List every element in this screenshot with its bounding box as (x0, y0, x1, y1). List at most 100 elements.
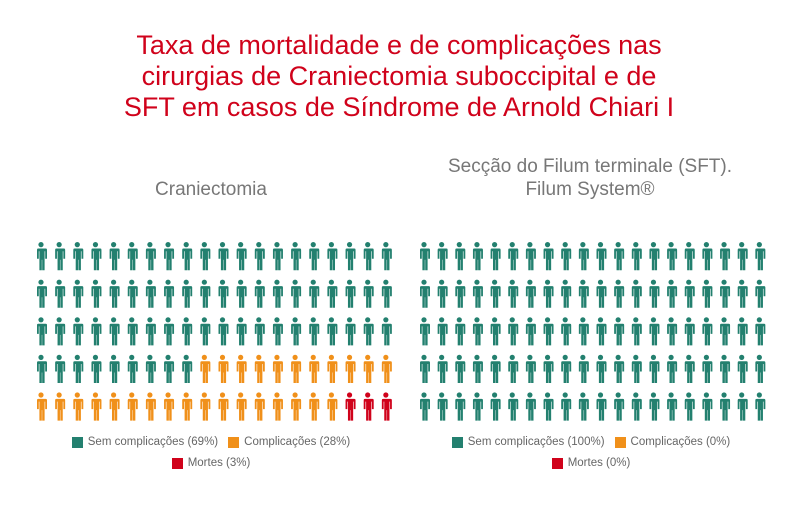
person-icon (362, 392, 374, 421)
person-icon (290, 317, 302, 346)
person-icon (362, 242, 374, 271)
person-icon (126, 317, 138, 346)
person-icon (381, 317, 392, 346)
legend-sft: Sem complicações (100%) Complicações (0%… (410, 436, 772, 478)
person-icon (362, 279, 374, 308)
person-icon (419, 242, 430, 271)
person-icon (631, 392, 642, 421)
person-icon (90, 279, 102, 308)
person-icon (631, 317, 642, 346)
person-icon (613, 317, 625, 346)
person-icon (613, 354, 625, 383)
person-icon (108, 279, 120, 308)
person-icon (736, 354, 748, 383)
person-icon (631, 354, 642, 383)
person-icon (235, 354, 247, 383)
person-icon (578, 242, 589, 271)
person-icon (578, 279, 589, 308)
person-icon (648, 242, 660, 271)
legend-item-sem: Sem complicações (100%) (451, 436, 605, 448)
chart-title-line: Secção do Filum terminale (SFT). (447, 156, 733, 177)
person-icon (108, 242, 120, 271)
person-icon (648, 354, 660, 383)
person-icon (344, 317, 356, 346)
person-icon (648, 279, 660, 308)
person-icon (613, 242, 625, 271)
person-icon (701, 242, 713, 271)
swatch (71, 436, 83, 448)
person-icon (344, 392, 356, 421)
person-icon (754, 317, 766, 346)
person-icon (72, 317, 84, 346)
person-icon (436, 354, 448, 383)
person-icon (181, 354, 193, 383)
person-icon (308, 392, 320, 421)
person-icon (666, 317, 678, 346)
person-icon (613, 392, 625, 421)
person-icon (419, 354, 430, 383)
person-icon (54, 354, 66, 383)
person-icon (381, 392, 392, 421)
person-icon (54, 317, 66, 346)
person-icon (666, 279, 678, 308)
person-icon (326, 317, 338, 346)
person-icon (163, 392, 175, 421)
person-icon (235, 317, 247, 346)
person-icon (595, 242, 607, 271)
person-icon (454, 317, 466, 346)
person-icon (489, 392, 501, 421)
swatch (451, 436, 463, 448)
person-icon (436, 392, 448, 421)
legend-item-mortes: Mortes (0%) (551, 457, 630, 469)
legend-label: Sem complicações (100%) (467, 436, 605, 448)
legend-label: Mortes (3%) (187, 457, 251, 469)
person-icon (181, 242, 193, 271)
person-icon (344, 354, 356, 383)
person-icon (666, 354, 678, 383)
person-icon (181, 317, 193, 346)
legend-label: Sem complicações (69%) (87, 436, 219, 448)
person-icon (108, 317, 120, 346)
title-line: SFT em casos de Síndrome de Arnold Chiar… (123, 92, 675, 122)
person-icon (36, 317, 47, 346)
person-icon (631, 242, 642, 271)
person-icon (489, 317, 501, 346)
person-icon (290, 279, 302, 308)
person-icon (701, 317, 713, 346)
person-icon (290, 242, 302, 271)
person-icon (181, 279, 193, 308)
person-icon (126, 242, 138, 271)
chart-title-line: Filum System® (525, 179, 655, 200)
legend-item-comp: Complicações (28%) (228, 436, 350, 448)
person-icon (90, 242, 102, 271)
person-icon (683, 242, 695, 271)
person-icon (648, 317, 660, 346)
swatch (614, 436, 626, 448)
person-icon (542, 392, 554, 421)
person-icon (542, 354, 554, 383)
person-icon (701, 279, 713, 308)
person-icon (507, 354, 519, 383)
person-icon (683, 279, 695, 308)
person-icon (507, 279, 519, 308)
person-icon (736, 392, 748, 421)
person-icon (701, 392, 713, 421)
person-icon (235, 392, 247, 421)
person-icon (199, 317, 211, 346)
chart-title-craniectomia: Craniectomia (30, 178, 392, 201)
person-icon (754, 242, 766, 271)
person-icon (381, 242, 392, 271)
person-icon (454, 242, 466, 271)
person-icon (560, 279, 572, 308)
person-icon (217, 392, 229, 421)
person-icon (217, 279, 229, 308)
person-icon (595, 392, 607, 421)
person-icon (454, 354, 466, 383)
person-icon (72, 242, 84, 271)
person-icon (736, 317, 748, 346)
person-icon (595, 354, 607, 383)
person-icon (381, 354, 392, 383)
swatch (551, 457, 563, 469)
person-icon (254, 279, 265, 308)
person-icon (507, 317, 519, 346)
